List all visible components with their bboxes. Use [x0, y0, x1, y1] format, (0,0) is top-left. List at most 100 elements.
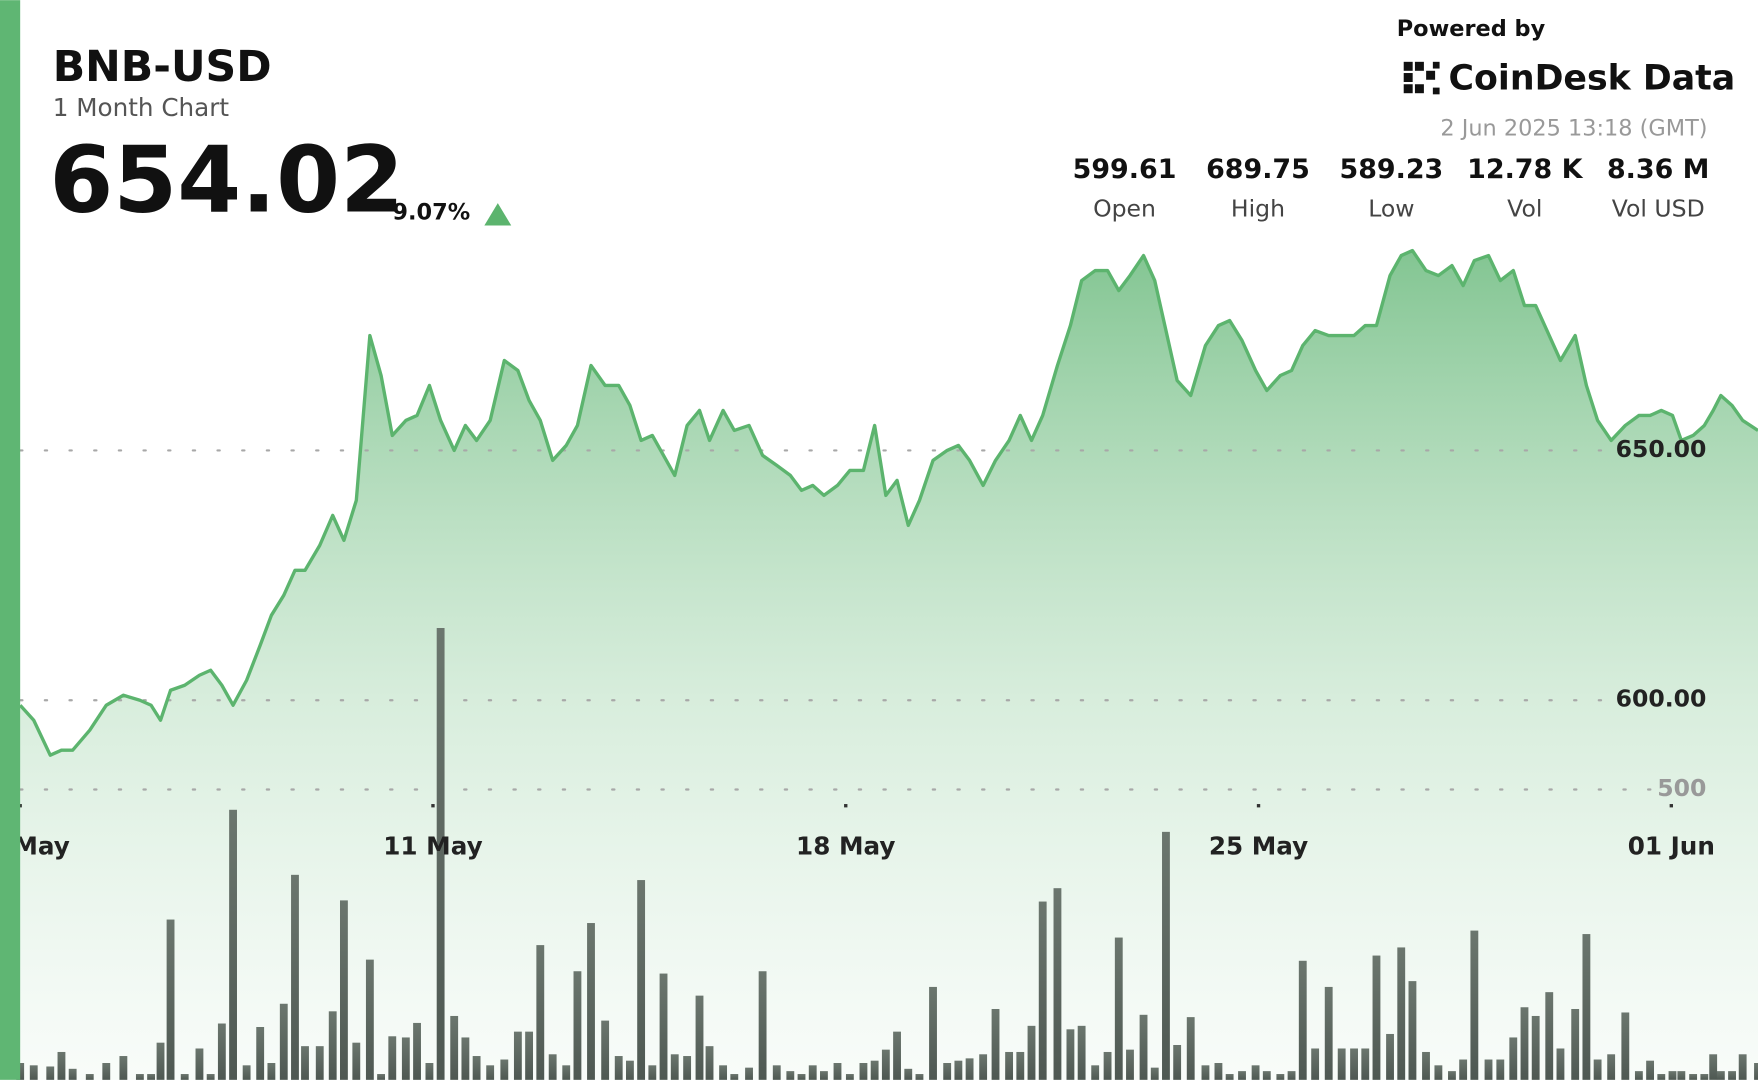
- stat-label: Low: [1368, 194, 1414, 222]
- volume-bar: [1422, 1051, 1430, 1080]
- volume-bar: [339, 900, 348, 1080]
- brand: CoinDesk Data: [1449, 59, 1736, 99]
- volume-bar: [808, 1065, 817, 1080]
- volume-bar: [1470, 930, 1479, 1080]
- volume-bar: [881, 1049, 890, 1080]
- volume-bar: [745, 1067, 753, 1080]
- stat-label: Vol USD: [1612, 194, 1705, 222]
- volume-bar: [500, 1059, 509, 1080]
- volume-bar: [1571, 1008, 1580, 1080]
- volume-bar: [525, 1031, 534, 1080]
- volume-bar: [1186, 1017, 1195, 1080]
- volume-bar: [486, 1065, 495, 1080]
- volume-bar: [301, 1046, 309, 1080]
- volume-bar: [991, 1008, 1000, 1080]
- volume-bar: [1287, 1071, 1296, 1080]
- volume-bar: [1298, 960, 1307, 1080]
- volume-bar: [46, 1066, 55, 1080]
- volume-bar: [1531, 1015, 1540, 1080]
- volume-bar: [893, 1031, 901, 1080]
- volume-bar: [1397, 947, 1406, 1080]
- stat-value: 12.78 K: [1467, 154, 1583, 185]
- volume-bar: [965, 1058, 974, 1080]
- volume-bar: [1201, 1065, 1210, 1080]
- volume-bar: [147, 1074, 156, 1080]
- volume-bar: [461, 1037, 470, 1080]
- volume-bar: [1038, 901, 1047, 1080]
- volume-bar: [242, 1065, 251, 1080]
- volume-bar: [1276, 1074, 1285, 1080]
- volume-bar: [1150, 1067, 1159, 1080]
- volume-bar: [1496, 1059, 1505, 1080]
- volume-bar: [1091, 1065, 1100, 1080]
- volume-bar: [1728, 1071, 1736, 1080]
- volume-bar: [705, 1046, 714, 1080]
- volume-bar: [1668, 1071, 1677, 1080]
- volume-bar: [1520, 1007, 1529, 1080]
- volume-bar: [1582, 934, 1591, 1080]
- price-line: [18, 248, 1758, 757]
- volume-bar: [1754, 1063, 1758, 1080]
- symbol: BNB-USD: [53, 42, 272, 92]
- volume-bar: [1448, 1071, 1456, 1080]
- volume-bar: [758, 971, 767, 1080]
- volume-bar: [1556, 1048, 1565, 1080]
- volume-bar: [859, 1063, 868, 1080]
- volume-bar: [904, 1068, 913, 1080]
- volume-bar: [1077, 1025, 1086, 1080]
- volume-bar: [472, 1056, 481, 1080]
- stat-label: Vol: [1507, 194, 1542, 222]
- volume-bar: [1677, 1071, 1686, 1080]
- volume-bar: [1386, 1033, 1394, 1080]
- volume-bar: [180, 1074, 189, 1080]
- volume-bar: [1066, 1029, 1075, 1080]
- volume-bar: [1716, 1071, 1725, 1080]
- volume-bar: [1738, 1054, 1747, 1080]
- volume-bar: [1372, 955, 1381, 1080]
- change: 9.07%: [392, 200, 470, 226]
- volume-bar: [57, 1051, 66, 1080]
- volume-bar: [1408, 981, 1417, 1080]
- stat-value: 8.36 M: [1607, 154, 1709, 185]
- volume-bar: [1350, 1048, 1358, 1080]
- volume-bar: [954, 1060, 963, 1080]
- volume-bar: [797, 1074, 806, 1080]
- volume-bar: [450, 1015, 459, 1080]
- volume-bar: [388, 1036, 397, 1080]
- volume-bar: [1139, 1014, 1148, 1080]
- volume-bar: [601, 1020, 610, 1080]
- volume-bar: [1238, 1071, 1246, 1080]
- volume-bar: [1114, 937, 1123, 1080]
- volume-bar: [217, 1023, 226, 1080]
- price-area: [20, 250, 1758, 1080]
- stat-value: 589.23: [1339, 154, 1443, 185]
- x-tick-label: 01 Jun: [1628, 832, 1715, 861]
- volume-bar: [1173, 1044, 1182, 1080]
- volume-bar: [562, 1065, 571, 1080]
- stat-value: 599.61: [1073, 154, 1177, 185]
- volume-bar: [870, 1060, 879, 1080]
- volume-bar: [637, 880, 646, 1080]
- volume-bar: [102, 1063, 111, 1080]
- volume-bar: [1700, 1074, 1709, 1080]
- brand-logo: [1403, 61, 1440, 95]
- volume-bar: [85, 1074, 94, 1080]
- volume-bar: [915, 1074, 924, 1080]
- volume-bar: [352, 1042, 361, 1080]
- volume-bar: [413, 1022, 421, 1080]
- y-tick-label: 600.00: [1616, 685, 1707, 713]
- volume-bar: [683, 1056, 692, 1080]
- volume-bar: [587, 923, 595, 1080]
- volume-bar: [929, 986, 937, 1080]
- volume-bar: [156, 1042, 165, 1080]
- volume-bar: [1434, 1065, 1443, 1080]
- stat-label: Open: [1093, 194, 1156, 222]
- volume-bar: [1016, 1051, 1025, 1080]
- volume-bar: [135, 1074, 144, 1080]
- volume-bar: [1509, 1037, 1518, 1080]
- y-tick-label: 650.00: [1616, 435, 1707, 463]
- volume-bar: [573, 971, 582, 1080]
- volume-bar: [1621, 1012, 1630, 1080]
- volume-bar: [1103, 1051, 1112, 1080]
